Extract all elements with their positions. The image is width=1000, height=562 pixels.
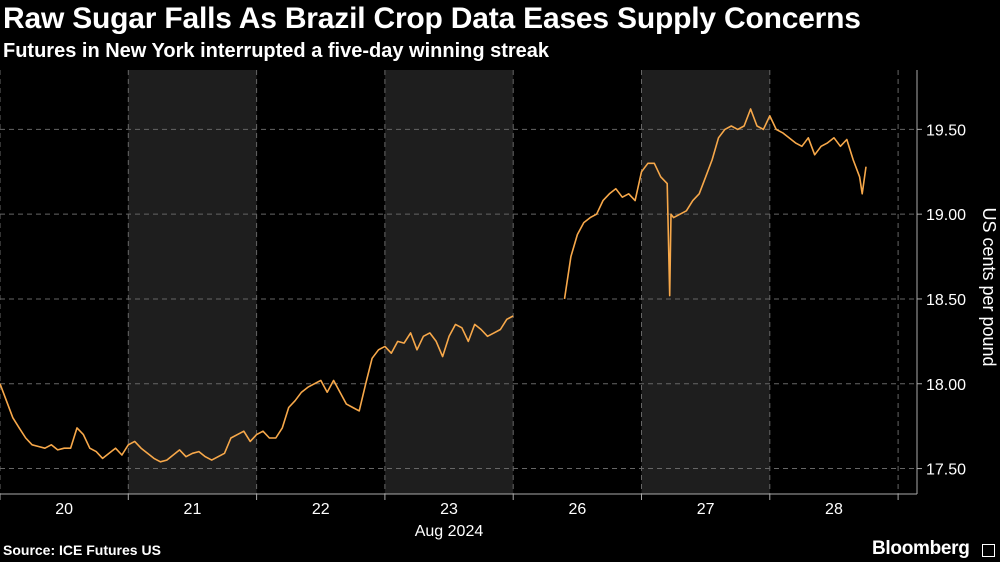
x-tick-label: 20: [55, 501, 73, 518]
bloomberg-mark-icon: [982, 544, 995, 557]
x-tick-label: 21: [184, 501, 202, 518]
x-tick-label: 28: [825, 501, 843, 518]
x-tick-label: 26: [568, 501, 586, 518]
y-axis-label: US cents per pound: [979, 207, 999, 366]
chart-axes: [0, 70, 918, 495]
chart-title: Raw Sugar Falls As Brazil Crop Data Ease…: [3, 2, 861, 35]
bloomberg-logo: Bloomberg: [872, 538, 970, 559]
x-axis-label: Aug 2024: [415, 523, 484, 540]
chart-subtitle: Futures in New York interrupted a five-d…: [3, 40, 550, 62]
source-note: Source: ICE Futures US: [3, 542, 161, 558]
y-tick-label: 19.00: [926, 207, 966, 224]
price-line-segment: [0, 315, 514, 463]
shaded-day-band: [641, 70, 770, 494]
y-tick-label: 18.50: [926, 292, 966, 309]
y-tick-label: 19.50: [926, 122, 966, 139]
shaded-day-band: [384, 70, 514, 494]
vertical-day-gridlines: [0, 70, 899, 494]
y-axis-ticks: 17.50 18.00 18.50 19.00 19.50: [917, 122, 966, 479]
x-tick-label: 23: [440, 501, 458, 518]
x-tick-label: 22: [312, 501, 330, 518]
price-line-series: [0, 108, 867, 463]
price-line-segment: [563, 108, 867, 300]
y-tick-label: 17.50: [926, 462, 966, 479]
shaded-day-bands: [128, 70, 770, 494]
x-tick-label: 27: [697, 501, 715, 518]
y-tick-label: 18.00: [926, 377, 966, 394]
shaded-day-band: [128, 70, 257, 494]
x-axis-ticks: 20 21 22 23 26 27 28: [0, 494, 899, 518]
